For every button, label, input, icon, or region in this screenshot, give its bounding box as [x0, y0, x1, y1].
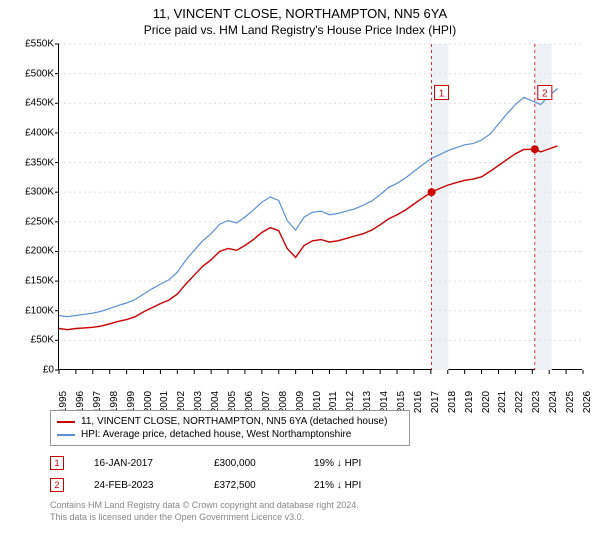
- container: 11, VINCENT CLOSE, NORTHAMPTON, NN5 6YA …: [0, 0, 600, 560]
- chart-svg: 12: [59, 44, 583, 370]
- chart-title: 11, VINCENT CLOSE, NORTHAMPTON, NN5 6YA: [0, 6, 600, 21]
- event-table: 1 16-JAN-2017 £300,000 19% ↓ HPI 2 24-FEB-202…: [50, 452, 570, 496]
- y-tick-label: £500K: [25, 68, 54, 79]
- event-row: 1 16-JAN-2017 £300,000 19% ↓ HPI: [50, 452, 570, 474]
- x-axis-labels: 1995199619971998199920002001200220032004…: [58, 372, 582, 406]
- y-tick-label: £50K: [31, 335, 54, 346]
- legend-row: HPI: Average price, detached house, West…: [57, 428, 403, 441]
- event-marker-box: 1: [50, 456, 64, 470]
- x-tick-label: 2023: [531, 391, 542, 413]
- event-date: 24-FEB-2023: [94, 480, 184, 491]
- legend-label: 11, VINCENT CLOSE, NORTHAMPTON, NN5 6YA …: [81, 416, 387, 427]
- footer-line2: This data is licensed under the Open Gov…: [50, 512, 359, 524]
- y-tick-label: £450K: [25, 98, 54, 109]
- series-line: [59, 146, 558, 330]
- x-tick-label: 2021: [497, 391, 508, 413]
- event-price: £372,500: [214, 480, 284, 491]
- x-tick-label: 2026: [582, 391, 593, 413]
- chart-wrap: £0 £50K £100K £150K £200K £250K £300K £350K £400…: [10, 44, 590, 404]
- plot-area: 12: [58, 44, 582, 370]
- y-tick-label: £550K: [25, 39, 54, 50]
- footer-line1: Contains HM Land Registry data © Crown c…: [50, 500, 359, 512]
- legend-label: HPI: Average price, detached house, West…: [81, 429, 351, 440]
- chart-subtitle: Price paid vs. HM Land Registry's House …: [0, 23, 600, 37]
- event-marker-box: 2: [50, 478, 64, 492]
- footer: Contains HM Land Registry data © Crown c…: [50, 500, 359, 523]
- y-tick-label: £200K: [25, 246, 54, 257]
- x-tick-label: 2016: [413, 391, 424, 413]
- svg-text:1: 1: [439, 88, 445, 99]
- y-tick-label: £250K: [25, 216, 54, 227]
- event-diff: 19% ↓ HPI: [314, 458, 394, 469]
- event-price: £300,000: [214, 458, 284, 469]
- y-tick-label: £100K: [25, 305, 54, 316]
- x-tick-label: 2022: [514, 391, 525, 413]
- legend-swatch: [57, 434, 75, 436]
- series-line: [59, 89, 558, 317]
- event-row: 2 24-FEB-2023 £372,500 21% ↓ HPI: [50, 474, 570, 496]
- event-date: 16-JAN-2017: [94, 458, 184, 469]
- y-axis-labels: £0£50K£100K£150K£200K£250K£300K£350K£400…: [10, 44, 56, 370]
- x-tick-label: 2020: [481, 391, 492, 413]
- y-tick-label: £150K: [25, 276, 54, 287]
- x-tick-label: 2024: [548, 391, 559, 413]
- legend-row: 11, VINCENT CLOSE, NORTHAMPTON, NN5 6YA …: [57, 415, 403, 428]
- y-tick-label: £300K: [25, 187, 54, 198]
- svg-text:2: 2: [542, 88, 548, 99]
- title-area: 11, VINCENT CLOSE, NORTHAMPTON, NN5 6YA …: [0, 0, 600, 37]
- x-tick-label: 2017: [430, 391, 441, 413]
- event-diff: 21% ↓ HPI: [314, 480, 394, 491]
- y-tick-label: £350K: [25, 157, 54, 168]
- y-tick-label: £400K: [25, 127, 54, 138]
- legend: 11, VINCENT CLOSE, NORTHAMPTON, NN5 6YA …: [50, 410, 410, 446]
- x-tick-label: 2018: [447, 391, 458, 413]
- x-tick-label: 2025: [565, 391, 576, 413]
- y-tick-label: £0: [43, 365, 54, 376]
- x-tick-label: 2019: [464, 391, 475, 413]
- legend-swatch: [57, 421, 75, 423]
